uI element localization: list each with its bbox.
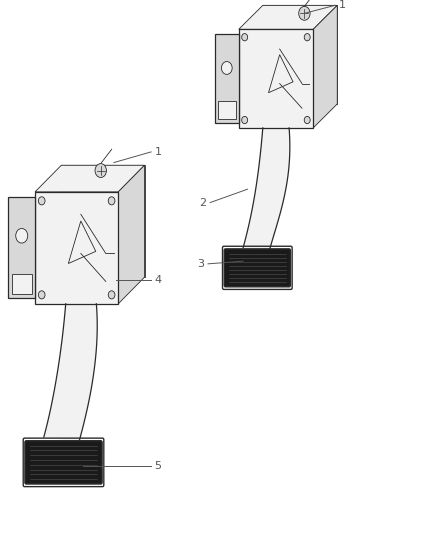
Circle shape xyxy=(299,6,310,20)
Text: 3: 3 xyxy=(198,259,205,269)
Text: 5: 5 xyxy=(155,462,162,471)
Circle shape xyxy=(108,291,115,299)
Bar xyxy=(218,101,236,119)
Text: 4: 4 xyxy=(155,275,162,285)
Circle shape xyxy=(95,164,106,177)
Circle shape xyxy=(39,197,45,205)
Bar xyxy=(12,273,32,294)
Text: 1: 1 xyxy=(339,1,346,10)
Circle shape xyxy=(108,197,115,205)
Polygon shape xyxy=(313,5,337,128)
Circle shape xyxy=(242,116,247,124)
Circle shape xyxy=(304,34,310,41)
Text: 1: 1 xyxy=(155,147,162,157)
FancyBboxPatch shape xyxy=(224,249,290,287)
Text: 2: 2 xyxy=(200,198,207,207)
Polygon shape xyxy=(118,165,145,304)
Polygon shape xyxy=(35,192,118,304)
Polygon shape xyxy=(239,5,337,29)
Polygon shape xyxy=(8,197,35,298)
Ellipse shape xyxy=(222,61,232,75)
Polygon shape xyxy=(263,5,337,104)
Polygon shape xyxy=(243,128,290,251)
Polygon shape xyxy=(239,29,313,128)
Polygon shape xyxy=(44,304,97,442)
Circle shape xyxy=(242,34,247,41)
Polygon shape xyxy=(35,165,145,192)
Circle shape xyxy=(39,291,45,299)
FancyBboxPatch shape xyxy=(25,441,102,484)
Ellipse shape xyxy=(16,229,28,243)
Circle shape xyxy=(304,116,310,124)
Polygon shape xyxy=(215,34,239,123)
Polygon shape xyxy=(61,165,145,277)
